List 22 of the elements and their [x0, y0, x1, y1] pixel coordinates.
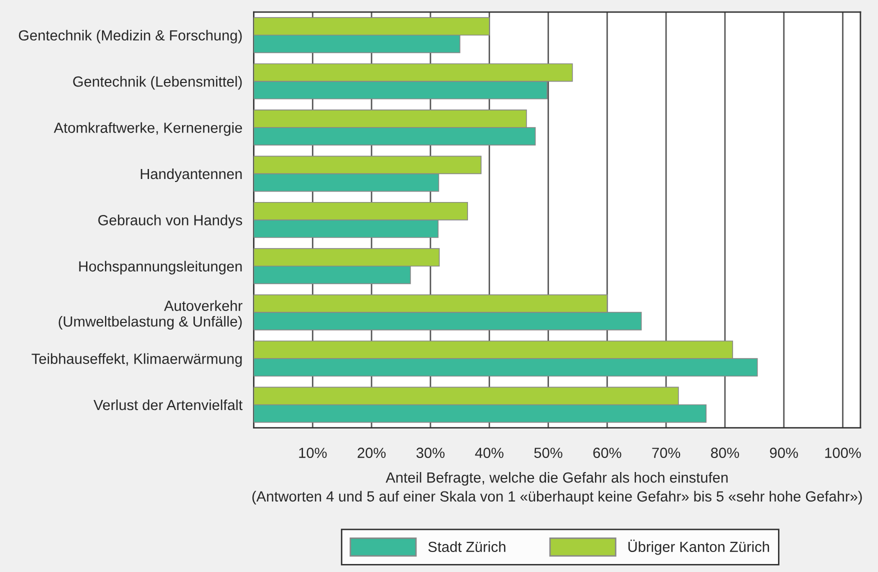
x-tick-label: 60% — [593, 448, 622, 458]
y-tick-label: Atomkraftwerke, Kernenergie — [54, 122, 242, 136]
x-tick-label: 30% — [416, 448, 445, 458]
x-tick-label: 90% — [770, 448, 798, 458]
x-tick-label: 70% — [652, 448, 680, 458]
x-tick-label: 80% — [711, 448, 740, 458]
y-tick-label: Gebrauch von Handys — [98, 214, 242, 228]
x-tick-label: 20% — [358, 448, 386, 458]
x-tick-label: 40% — [475, 448, 504, 458]
y-tick-label: Gentechnik (Lebensmittel) — [73, 76, 242, 90]
y-tick-label: Autoverkehr (Umweltbelastung & Unfälle) — [58, 300, 242, 330]
x-tick-label: 10% — [299, 448, 327, 458]
x-tick-label: 100% — [825, 448, 861, 458]
x-axis-title: Anteil Befragte, welche die Gefahr als hoch einstufen (Antworten 4 und 5 auf einer Skala von 1 «überhaupt keine Gefahr» bis 5 «sehr hohe Gefahr») — [252, 472, 862, 504]
x-tick-label: 50% — [534, 448, 562, 458]
legend-label: Stadt Zürich — [428, 541, 506, 552]
y-tick-label: Verlust der Artenvielfalt — [94, 399, 243, 410]
legend-label: Übriger Kanton Zürich — [628, 540, 770, 555]
y-tick-label: Hochspannungsleitungen — [79, 260, 242, 274]
y-tick-label: Handyantennen — [140, 168, 242, 182]
y-tick-label: Teibhauseffekt, Klimaerwärmung — [32, 353, 242, 367]
y-tick-label: Gentechnik (Medizin & Forschung) — [18, 30, 242, 44]
